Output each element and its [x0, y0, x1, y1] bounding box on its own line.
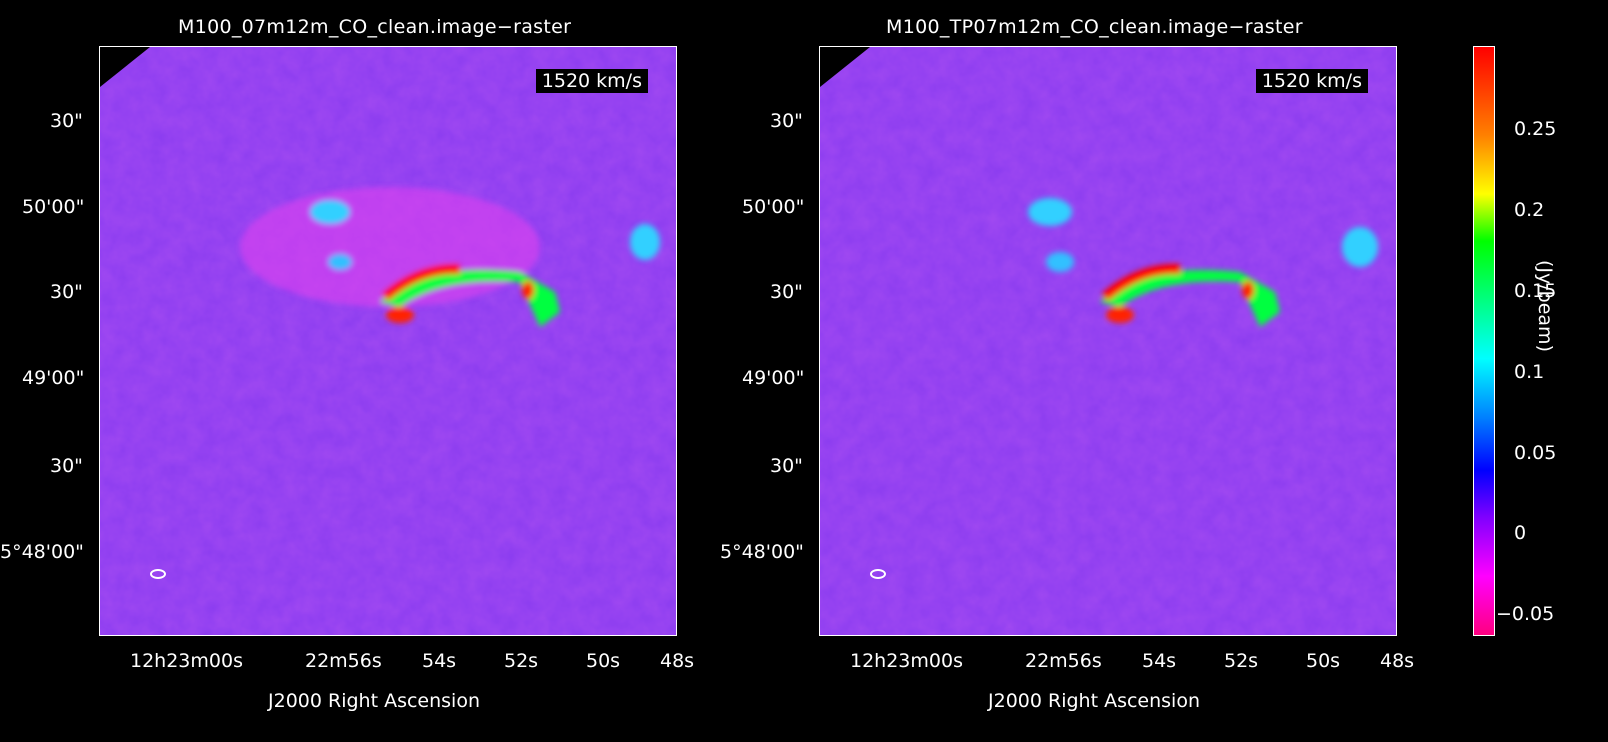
colorbar-tick: 0 [1514, 522, 1527, 544]
x-axis-label-1: J2000 Right Ascension [268, 690, 480, 712]
x-tick: 52s [1224, 650, 1259, 672]
x-tick: 12h23m00s [850, 650, 963, 672]
x-tick: 22m56s [305, 650, 382, 672]
y-tick: 30" [770, 281, 803, 303]
y-tick: 49'00" [22, 367, 85, 389]
colorbar-tick: −0.05 [1496, 603, 1555, 625]
beam-ellipse-1 [150, 569, 166, 579]
x-tick: 48s [660, 650, 695, 672]
y-tick: 30" [50, 281, 83, 303]
y-tick: 50'00" [742, 196, 805, 218]
velocity-label-2: 1520 km/s [1255, 69, 1368, 93]
y-tick: 49'00" [742, 367, 805, 389]
y-tick: 50'00" [22, 196, 85, 218]
image-panel-2[interactable]: 1520 km/s [819, 46, 1397, 636]
velocity-label-1: 1520 km/s [535, 69, 648, 93]
y-tick: 30" [50, 110, 83, 132]
x-tick: 48s [1380, 650, 1415, 672]
y-tick: 30" [50, 455, 83, 477]
colorbar-tick: 0.15 [1514, 280, 1557, 302]
colorbar-tick: 0.1 [1514, 361, 1545, 383]
x-axis-label-2: J2000 Right Ascension [988, 690, 1200, 712]
emission-map-1 [100, 47, 676, 635]
colorbar-tick: 0.25 [1514, 118, 1557, 140]
panel-2-title: M100_TP07m12m_CO_clean.image−raster [886, 16, 1303, 38]
x-tick: 54s [1142, 650, 1177, 672]
colorbar [1473, 46, 1495, 636]
y-tick: 5°48'00" [0, 541, 84, 563]
image-panel-1[interactable]: 1520 km/s [99, 46, 677, 636]
colorbar-label: (Jy/beam) [1534, 260, 1556, 352]
x-tick: 22m56s [1025, 650, 1102, 672]
colorbar-tick: 0.2 [1514, 199, 1545, 221]
y-tick: 30" [770, 455, 803, 477]
x-tick: 50s [586, 650, 621, 672]
beam-ellipse-2 [870, 569, 886, 579]
panel-1-title: M100_07m12m_CO_clean.image−raster [178, 16, 572, 38]
x-tick: 52s [504, 650, 539, 672]
colorbar-tick: 0.05 [1514, 442, 1557, 464]
x-tick: 54s [422, 650, 457, 672]
x-tick: 50s [1306, 650, 1341, 672]
y-tick: 30" [770, 110, 803, 132]
y-tick: 5°48'00" [720, 541, 804, 563]
emission-map-2 [820, 47, 1396, 635]
x-tick: 12h23m00s [130, 650, 243, 672]
